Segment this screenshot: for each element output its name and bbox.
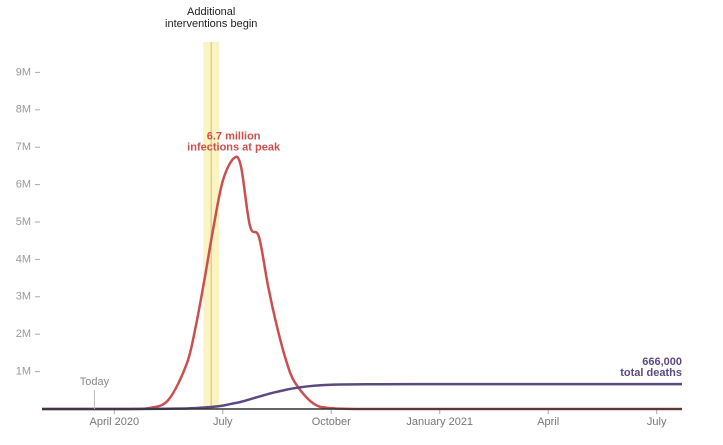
y-tick-label: 2M: [16, 328, 31, 340]
y-tick-label: 1M: [16, 366, 31, 378]
y-tick-label: 8M: [16, 104, 31, 116]
y-tick-label: 7M: [16, 141, 31, 153]
annotation: 666,000: [642, 356, 682, 368]
y-tick-label: 5M: [16, 216, 31, 228]
x-tick-label: October: [312, 416, 351, 428]
y-tick-label: 6M: [16, 179, 31, 191]
x-tick-label: April 2020: [90, 416, 140, 428]
y-tick-label: 3M: [16, 291, 31, 303]
x-tick-label: July: [647, 416, 667, 428]
x-tick-label: January 2021: [406, 416, 473, 428]
annotation: total deaths: [620, 367, 682, 379]
x-tick-label: July: [213, 416, 233, 428]
series-line: [41, 382, 682, 411]
annotation: interventions begin: [165, 18, 257, 30]
annotation: Today: [80, 376, 110, 388]
y-tick-label: 9M: [16, 66, 31, 78]
series-line: [41, 155, 682, 411]
x-tick-label: April: [537, 416, 559, 428]
annotation: Additional: [187, 6, 235, 18]
annotation: infections at peak: [187, 141, 281, 153]
y-tick-label: 4M: [16, 253, 31, 265]
annotation: 6.7 million: [207, 130, 261, 142]
